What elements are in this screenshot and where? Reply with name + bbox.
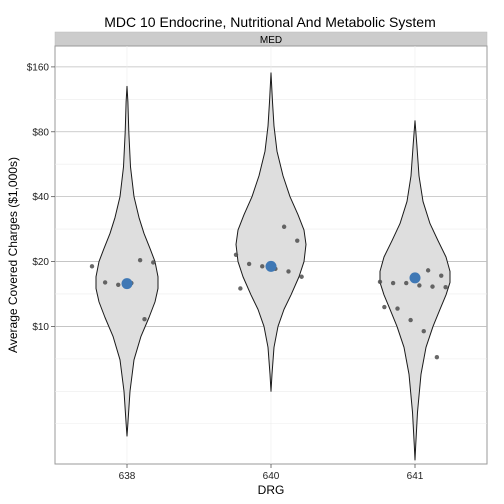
data-point xyxy=(439,273,444,278)
data-point xyxy=(260,264,265,269)
violin-641 xyxy=(379,120,451,461)
data-point xyxy=(281,224,287,229)
data-point xyxy=(238,286,243,291)
data-point xyxy=(377,279,383,285)
y-tick-label: $160 xyxy=(27,62,50,73)
y-tick-label: $80 xyxy=(32,127,49,138)
data-point xyxy=(434,354,440,360)
data-point xyxy=(430,284,435,289)
facet-label: MED xyxy=(260,35,282,46)
point-layer xyxy=(89,224,448,360)
x-tick-label: 641 xyxy=(407,471,424,482)
x-axis-title: DRG xyxy=(258,483,285,497)
data-point xyxy=(151,260,156,265)
mean-point-638 xyxy=(121,278,133,290)
data-point xyxy=(443,285,448,290)
data-point xyxy=(89,264,95,269)
chart-title: MDC 10 Endocrine, Nutritional And Metabo… xyxy=(104,14,435,30)
data-point xyxy=(299,274,304,279)
data-point xyxy=(246,261,252,267)
data-point xyxy=(295,238,300,243)
data-point xyxy=(142,317,147,322)
data-point xyxy=(417,283,422,288)
data-point xyxy=(404,280,409,286)
data-point xyxy=(102,280,108,285)
data-point xyxy=(233,252,239,257)
y-tick-label: $20 xyxy=(32,257,49,268)
violin-640 xyxy=(235,72,307,392)
data-point xyxy=(116,282,121,287)
y-axis-title: Average Covered Charges ($1,000s) xyxy=(6,157,20,353)
violin-638 xyxy=(95,85,159,437)
data-point xyxy=(395,306,400,311)
data-point xyxy=(421,329,426,334)
mean-point-640 xyxy=(265,260,277,272)
x-tick-label: 640 xyxy=(263,471,280,482)
y-tick-label: $10 xyxy=(32,322,49,333)
data-point xyxy=(382,304,387,310)
mean-point-641 xyxy=(409,272,421,284)
data-point xyxy=(390,280,396,286)
data-point xyxy=(286,269,291,274)
data-point xyxy=(137,257,143,263)
axis-layer: $10 $20 $40 $80 $160 638 640 641 xyxy=(27,62,424,482)
data-point xyxy=(408,317,413,323)
data-point xyxy=(425,268,431,273)
violin-layer xyxy=(95,72,451,461)
x-tick-label: 638 xyxy=(119,471,136,482)
y-tick-label: $40 xyxy=(32,192,49,203)
